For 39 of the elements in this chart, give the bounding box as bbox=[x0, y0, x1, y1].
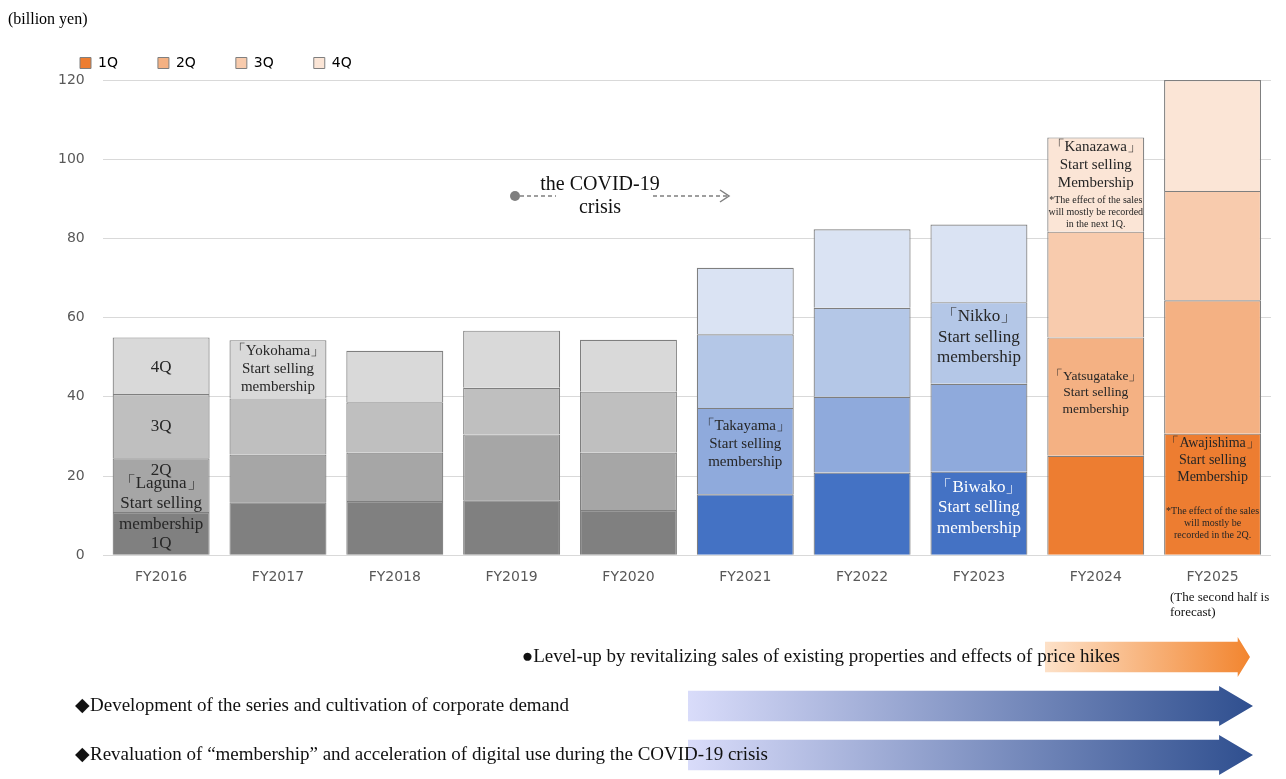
x-tick-label: FY2016 bbox=[135, 568, 188, 585]
annotation: 「Kanazawa」 Start selling Membership bbox=[1049, 138, 1142, 191]
y-tick-label: 0 bbox=[75, 545, 85, 562]
legend-label: 3Q bbox=[253, 53, 274, 70]
x-tick-label: FY2017 bbox=[251, 568, 305, 585]
y-tick-label: 100 bbox=[57, 149, 85, 166]
y-tick-label: 120 bbox=[57, 70, 85, 87]
x-tick-label: FY2022 bbox=[835, 568, 889, 585]
legend-label: 1Q bbox=[98, 53, 118, 70]
text: ●Level-up by revitalizing sales of existing properties and effects of price hikes bbox=[520, 645, 1120, 667]
text: ◆Revaluation of “membership” and acceleration of digital use during the COVID-19 crisis bbox=[75, 743, 769, 765]
y-tick-label: 60 bbox=[66, 308, 85, 325]
y-tick-label: 80 bbox=[66, 229, 85, 246]
annotation: 「Biwako」 Start selling membership bbox=[935, 476, 1023, 537]
annotation: 「Nikko」 Start selling membership bbox=[936, 306, 1021, 367]
annotation: 1Q bbox=[150, 532, 172, 552]
annotation: 3Q bbox=[150, 415, 172, 435]
annotation: *The effect of the sales will mostly be recorded in the next 1Q. bbox=[1048, 194, 1144, 230]
x-tick-label: FY2021 bbox=[719, 568, 772, 585]
x-tick-label: FY2019 bbox=[485, 568, 538, 585]
annotation: *The effect of the sales will mostly be recorded in the 2Q. bbox=[1166, 505, 1260, 541]
annotation: 「Yokohama」 Start selling membership bbox=[230, 342, 326, 395]
x-tick-label: FY2018 bbox=[368, 568, 421, 585]
legend-label: 4Q bbox=[331, 53, 352, 70]
annotation: 「Awajishima」 Start selling Membership bbox=[1165, 435, 1260, 484]
text: ◆Development of the series and cultivation of corporate demand bbox=[75, 694, 571, 716]
y-axis-title: (billion yen) bbox=[8, 10, 88, 28]
annotation: 「Yatsugatake」 Start selling membership bbox=[1049, 368, 1143, 416]
y-tick-label: 20 bbox=[66, 466, 85, 483]
x-tick-label: FY2024 bbox=[1069, 568, 1122, 585]
annotation: 4Q bbox=[150, 356, 172, 376]
text: (The second half is forecast) bbox=[1170, 589, 1271, 620]
x-tick-label: FY2023 bbox=[952, 568, 1006, 585]
y-tick-label: 40 bbox=[66, 387, 85, 404]
annotation: the COVID-19 crisis bbox=[540, 172, 660, 218]
x-tick-label: FY2025 bbox=[1186, 568, 1239, 585]
annotation: 「Takayama」 Start selling membership bbox=[699, 417, 791, 470]
x-tick-label: FY2020 bbox=[602, 568, 655, 585]
legend-label: 2Q bbox=[175, 53, 196, 70]
